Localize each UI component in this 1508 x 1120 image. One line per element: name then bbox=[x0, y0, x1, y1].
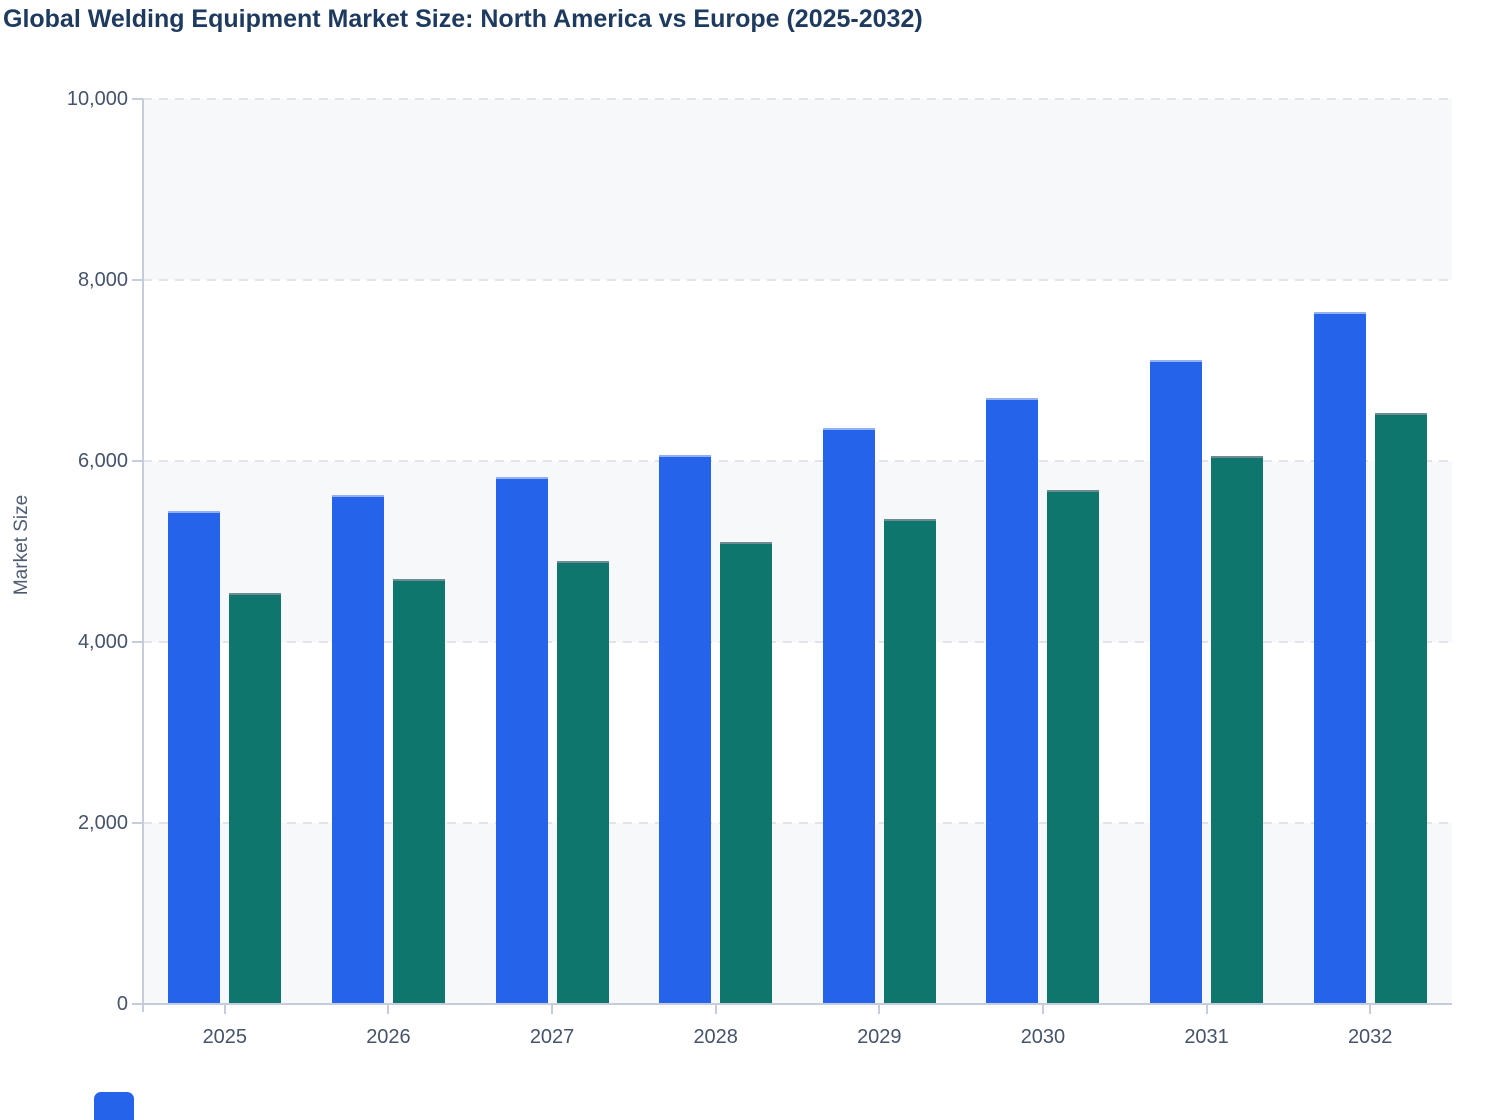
x-axis-line bbox=[142, 1003, 1452, 1005]
bar-europe-2026[interactable] bbox=[392, 578, 445, 1004]
y-axis-title: Market Size bbox=[11, 494, 32, 596]
x-tick-label: 2031 bbox=[1184, 1026, 1229, 1048]
y-tick-label: 8,000 bbox=[77, 269, 128, 291]
x-tick-mark bbox=[714, 1005, 717, 1014]
chart-title: Global Welding Equipment Market Size: No… bbox=[3, 5, 923, 33]
bar-north-america-2030[interactable] bbox=[986, 397, 1039, 1004]
bar-europe-2031[interactable] bbox=[1211, 455, 1264, 1004]
y-tick-label: 4,000 bbox=[77, 631, 128, 653]
bar-europe-2032[interactable] bbox=[1374, 413, 1427, 1004]
x-tick-mark bbox=[1041, 1005, 1044, 1014]
x-tick-label: 2026 bbox=[366, 1026, 411, 1048]
bar-europe-2029[interactable] bbox=[883, 518, 936, 1004]
bar-north-america-2027[interactable] bbox=[495, 477, 548, 1004]
x-tick-mark bbox=[223, 1005, 226, 1014]
x-tick-label: 2025 bbox=[202, 1026, 248, 1048]
y-tick-label: 2,000 bbox=[77, 812, 128, 834]
y-tick-mark bbox=[132, 460, 143, 462]
y-tick-mark bbox=[132, 98, 143, 100]
x-tick-label: 2030 bbox=[1020, 1026, 1066, 1048]
x-tick-mark bbox=[551, 1005, 554, 1014]
y-tick-mark bbox=[132, 279, 143, 281]
bar-europe-2025[interactable] bbox=[229, 593, 282, 1004]
bar-north-america-2031[interactable] bbox=[1150, 359, 1203, 1004]
bar-north-america-2028[interactable] bbox=[659, 454, 712, 1004]
gridline-y-8000 bbox=[143, 279, 1452, 281]
x-tick-mark bbox=[1205, 1005, 1208, 1014]
gridline-y-6000 bbox=[143, 460, 1452, 462]
x-tick-mark bbox=[387, 1005, 390, 1014]
bar-europe-2028[interactable] bbox=[720, 542, 773, 1004]
gridline-y-10000 bbox=[143, 98, 1452, 100]
bar-north-america-2032[interactable] bbox=[1313, 311, 1366, 1004]
x-tick-label: 2029 bbox=[857, 1026, 902, 1048]
bar-europe-2027[interactable] bbox=[556, 561, 609, 1004]
y-tick-mark bbox=[132, 1003, 143, 1005]
x-tick-mark bbox=[878, 1005, 881, 1014]
gridline-y-2000 bbox=[143, 822, 1452, 824]
y-axis-line bbox=[142, 99, 144, 1012]
y-tick-label: 6,000 bbox=[77, 450, 128, 472]
y-tick-label: 10,000 bbox=[66, 88, 128, 110]
legend-swatch-north-america[interactable] bbox=[94, 1092, 134, 1120]
x-tick-label: 2027 bbox=[529, 1026, 575, 1048]
x-tick-label: 2032 bbox=[1347, 1026, 1393, 1048]
bar-north-america-2025[interactable] bbox=[168, 510, 221, 1004]
y-tick-mark bbox=[132, 822, 143, 824]
y-tick-label: 0 bbox=[116, 993, 128, 1015]
bar-europe-2030[interactable] bbox=[1047, 489, 1100, 1004]
bar-north-america-2026[interactable] bbox=[331, 494, 384, 1004]
plot-band bbox=[143, 99, 1452, 280]
x-tick-mark bbox=[1369, 1005, 1372, 1014]
x-tick-label: 2028 bbox=[693, 1026, 738, 1048]
bar-north-america-2029[interactable] bbox=[822, 428, 875, 1004]
y-tick-mark bbox=[132, 641, 143, 643]
gridline-y-4000 bbox=[143, 641, 1452, 643]
plot-area bbox=[143, 98, 1452, 1004]
